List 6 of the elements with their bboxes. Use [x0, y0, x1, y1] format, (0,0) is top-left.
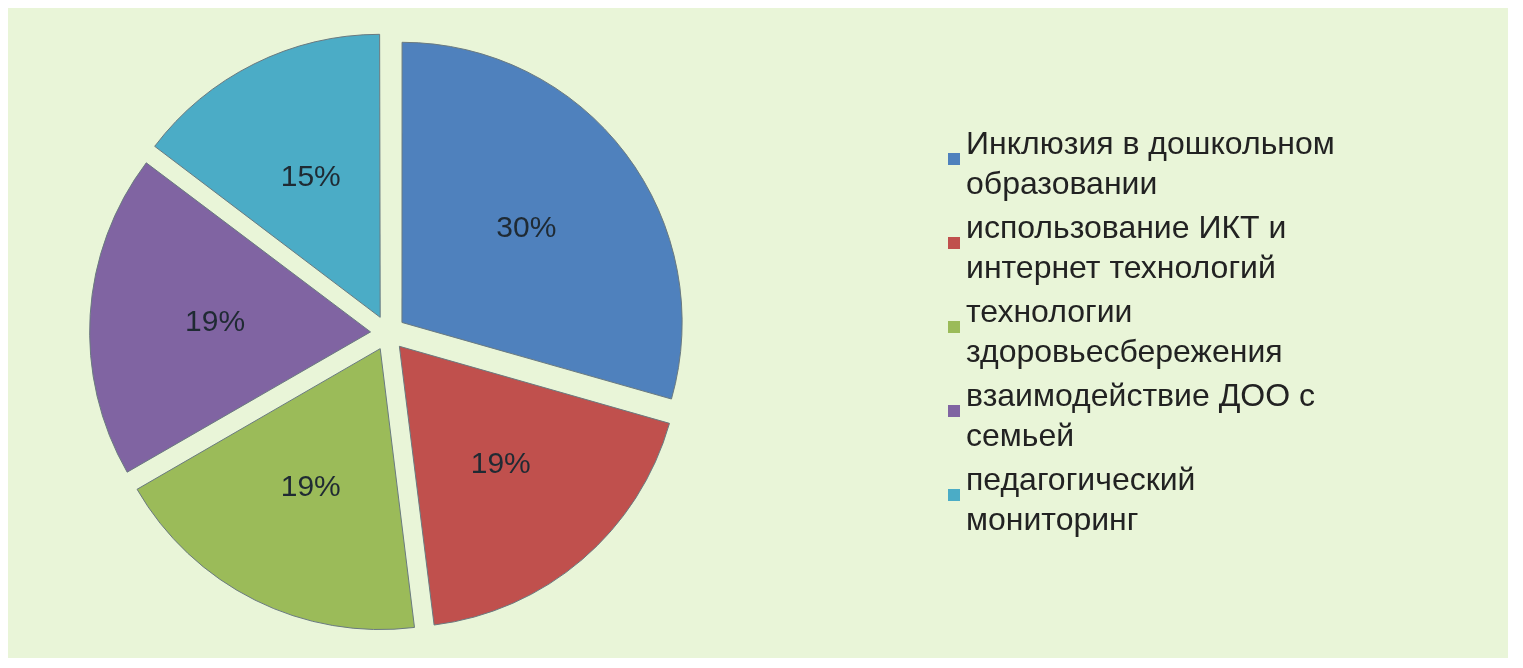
data-label: 19% — [185, 303, 246, 337]
data-label: 19% — [470, 445, 531, 479]
data-label: 30% — [496, 209, 557, 243]
legend-label: педагогический мониторинг — [966, 460, 1197, 539]
data-label: 19% — [280, 469, 341, 503]
data-label: 15% — [280, 159, 341, 193]
